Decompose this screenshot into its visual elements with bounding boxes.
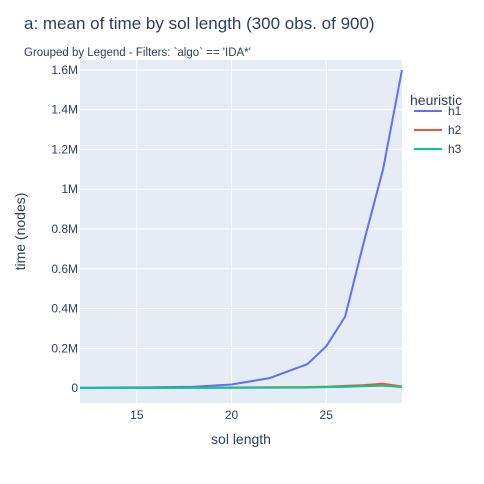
legend[interactable]: heuristic h1 h2 h3: [410, 92, 462, 156]
legend-label: h3: [448, 142, 462, 156]
legend-label: h1: [448, 104, 462, 118]
y-tick-label: 0.4M: [51, 302, 78, 316]
y-tick-label: 0: [71, 381, 78, 395]
plot-area: [80, 60, 402, 403]
series-line-h3: [79, 384, 403, 389]
y-tick-label: 1.2M: [51, 142, 78, 156]
legend-label: h2: [448, 123, 462, 137]
legend-title: heuristic: [410, 92, 462, 108]
x-tick-label: 15: [130, 408, 144, 422]
y-tick-label: 0.2M: [51, 341, 78, 355]
x-axis-title: sol length: [211, 431, 271, 447]
y-tick-label: 0.6M: [51, 262, 78, 276]
y-tick-label: 1.4M: [51, 103, 78, 117]
legend-item-h3[interactable]: h3: [414, 142, 462, 156]
chart-title: a: mean of time by sol length (300 obs. …: [24, 14, 375, 33]
y-tick-labels: 0 0.2M 0.4M 0.6M 0.8M 1M 1.2M 1.4M 1.6M: [51, 63, 78, 395]
legend-item-h1[interactable]: h1: [414, 104, 462, 118]
series-lines: [79, 69, 403, 389]
x-tick-label: 20: [225, 408, 239, 422]
legend-item-h2[interactable]: h2: [414, 123, 462, 137]
y-axis-title: time (nodes): [12, 193, 28, 271]
y-tick-label: 1.6M: [51, 63, 78, 77]
x-tick-label: 25: [320, 408, 334, 422]
y-tick-label: 0.8M: [51, 222, 78, 236]
x-tick-labels: 15 20 25: [130, 408, 333, 422]
chart-subtitle: Grouped by Legend - Filters: `algo` == '…: [24, 47, 251, 59]
y-tick-label: 1M: [61, 182, 78, 196]
